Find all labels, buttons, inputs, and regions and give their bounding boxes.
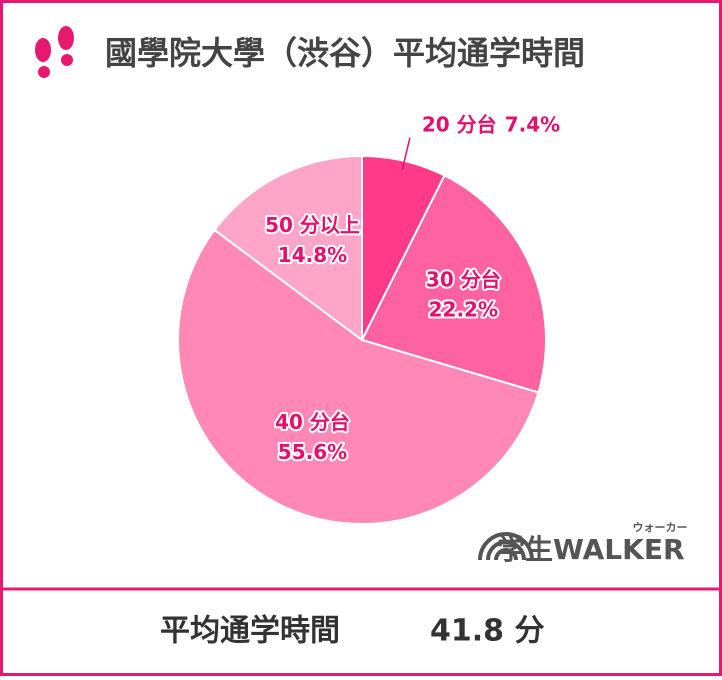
pie xyxy=(177,154,547,525)
value-label: 55.6% xyxy=(278,440,347,464)
footprints-icon xyxy=(35,26,74,78)
value-label: 7.4% xyxy=(505,112,560,136)
slice-label: 20 分台 7.4% xyxy=(422,112,560,136)
category-label: 30 分台 xyxy=(426,268,501,292)
category-label: 20 分台 xyxy=(422,112,497,136)
logo-text: 学生WALKER xyxy=(497,533,685,566)
pie-slice xyxy=(213,154,363,342)
logo-ruby: ウォーカー xyxy=(633,521,688,534)
leader-line xyxy=(401,137,411,171)
pie-slice xyxy=(177,228,540,525)
pie-slice xyxy=(360,174,547,394)
value-label: 22.2% xyxy=(429,298,498,322)
labels: 20 分台 7.4% 30 分台 22.2% 40 分台 55.6% 50 分以上 14.8% xyxy=(263,110,562,466)
footer-label: 平均通学時間 xyxy=(160,614,340,649)
category-label: 40 分台 xyxy=(275,410,350,434)
category-label: 50 分以上 xyxy=(265,213,360,237)
chart-title: 國學院大學（渋谷）平均通学時間 xyxy=(105,34,585,72)
footer-value: 41.8 分 xyxy=(430,614,544,649)
logo: ウォーカー 学生WALKER xyxy=(478,521,688,566)
value-label: 14.8% xyxy=(278,243,347,267)
